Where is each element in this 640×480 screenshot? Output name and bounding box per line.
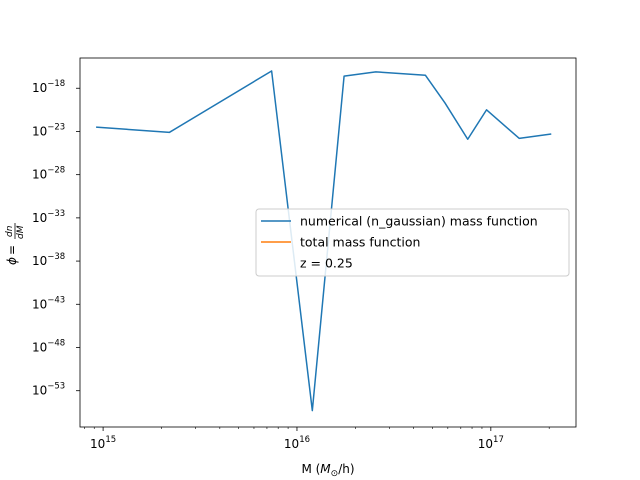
x-tick-label: 1015 bbox=[90, 435, 116, 451]
y-tick-label-base: 10 bbox=[32, 254, 47, 268]
y-tick-label-exponent: −23 bbox=[47, 122, 65, 132]
y-tick-label-exponent: −38 bbox=[47, 252, 65, 262]
y-tick-label: 10−18 bbox=[32, 79, 65, 95]
x-tick-label-base: 10 bbox=[90, 437, 105, 451]
plot-area bbox=[96, 70, 552, 412]
y-axis-title-phi: ϕ bbox=[5, 257, 19, 265]
y-tick-label-exponent: −53 bbox=[47, 382, 65, 392]
legend-label: numerical (n_gaussian) mass function bbox=[300, 214, 538, 229]
x-tick-label-base: 10 bbox=[478, 437, 493, 451]
y-tick-label: 10−48 bbox=[32, 338, 65, 354]
x-axis-ticks: 1015 1016 1017 bbox=[84, 427, 550, 451]
y-tick-label-exponent: −48 bbox=[47, 338, 65, 348]
y-tick-label: 10−53 bbox=[32, 382, 65, 398]
x-axis-title: M (M⊙/h) bbox=[301, 462, 354, 479]
y-axis-title-numerator: dn bbox=[5, 225, 15, 237]
y-tick-label-exponent: −43 bbox=[47, 295, 65, 305]
y-tick-label-exponent: −33 bbox=[47, 209, 65, 219]
y-tick-label-exponent: −28 bbox=[47, 166, 65, 176]
legend-label: z = 0.25 bbox=[300, 256, 353, 271]
y-tick-label: 10−43 bbox=[32, 295, 65, 311]
x-axis-title-sub: ⊙ bbox=[331, 469, 339, 479]
y-tick-label: 10−33 bbox=[32, 209, 65, 225]
x-tick-label-exponent: 17 bbox=[493, 435, 504, 445]
legend-box bbox=[255, 208, 570, 277]
x-tick-label-base: 10 bbox=[284, 437, 299, 451]
x-axis-title-suffix: /h) bbox=[338, 462, 354, 476]
y-tick-label: 10−38 bbox=[32, 252, 65, 268]
y-tick-label-base: 10 bbox=[32, 297, 47, 311]
y-tick-label-base: 10 bbox=[32, 340, 47, 354]
legend-label: total mass function bbox=[300, 235, 420, 250]
y-tick-label-base: 10 bbox=[32, 81, 47, 95]
y-axis-title: ϕ = dn dM bbox=[5, 223, 26, 265]
y-axis-title-denominator: dM bbox=[16, 225, 26, 239]
y-tick-label-exponent: −18 bbox=[47, 79, 65, 89]
y-tick-label-base: 10 bbox=[32, 168, 47, 182]
axes-frame bbox=[79, 57, 577, 428]
x-tick-label: 1017 bbox=[478, 435, 504, 451]
y-tick-label-base: 10 bbox=[32, 211, 47, 225]
x-tick-label: 1016 bbox=[284, 435, 310, 451]
y-axis-title-equals: = bbox=[5, 245, 19, 255]
legend: numerical (n_gaussian) mass function tota… bbox=[255, 208, 570, 277]
y-tick-label-base: 10 bbox=[32, 384, 47, 398]
x-axis-title-symbol: M bbox=[320, 462, 331, 476]
x-axis-title-prefix: M ( bbox=[301, 462, 320, 476]
x-tick-label-exponent: 15 bbox=[105, 435, 116, 445]
y-tick-label: 10−28 bbox=[32, 166, 65, 182]
y-tick-label-base: 10 bbox=[32, 124, 47, 138]
series-line-0 bbox=[96, 70, 552, 412]
x-tick-label-exponent: 16 bbox=[299, 435, 310, 445]
y-tick-label: 10−23 bbox=[32, 122, 65, 138]
